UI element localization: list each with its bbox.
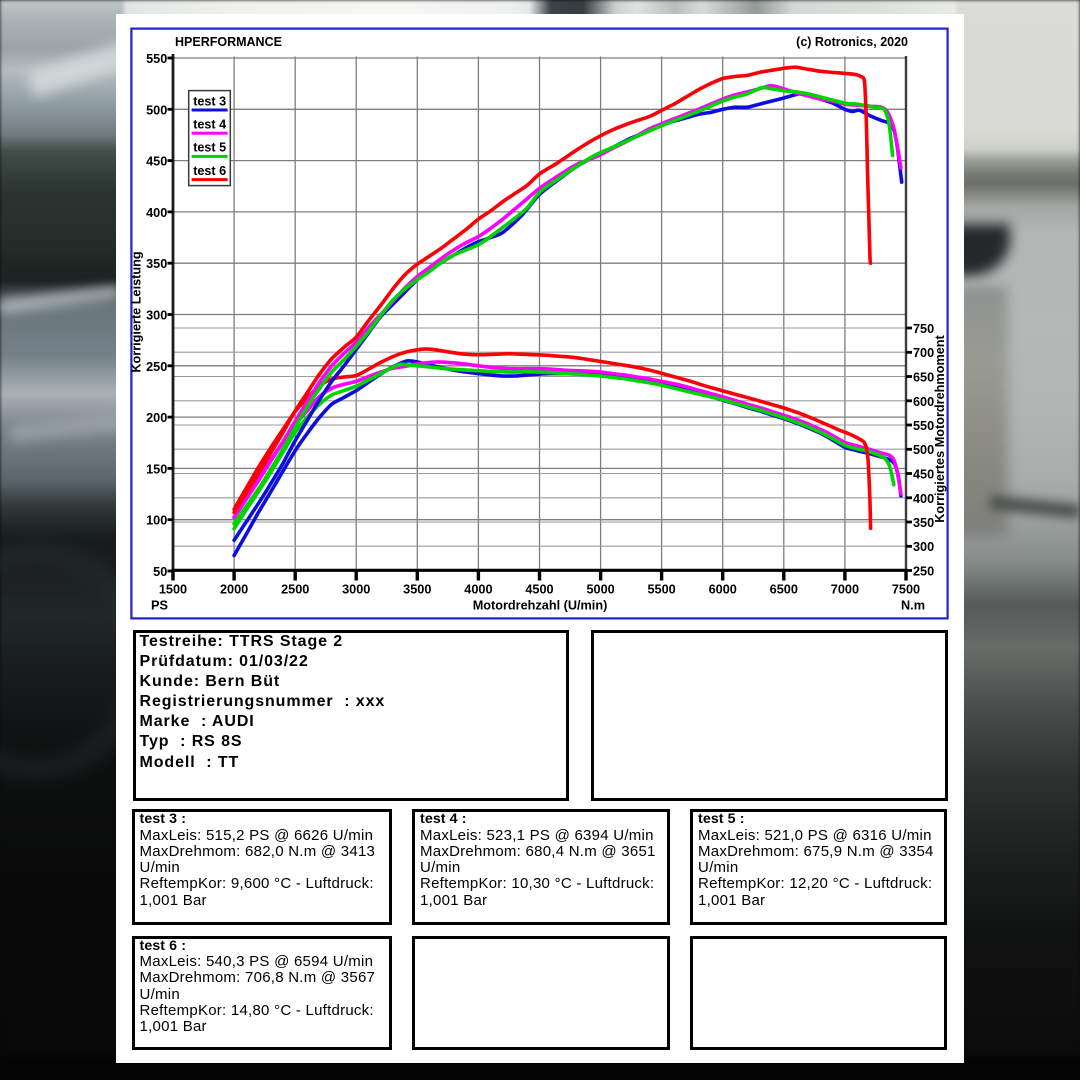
svg-text:650: 650 (913, 371, 934, 385)
svg-text:250: 250 (913, 565, 934, 579)
svg-text:350: 350 (913, 516, 934, 530)
svg-text:(c) Rotronics, 2020: (c) Rotronics, 2020 (796, 35, 908, 49)
svg-text:700: 700 (913, 346, 934, 360)
svg-text:test 6: test 6 (193, 164, 226, 178)
svg-text:3500: 3500 (403, 583, 431, 597)
svg-text:HPERFORMANCE: HPERFORMANCE (175, 35, 282, 49)
svg-text:6000: 6000 (709, 583, 737, 597)
svg-text:2500: 2500 (281, 583, 309, 597)
svg-text:Korrigiertes Motordrehmoment: Korrigiertes Motordrehmoment (933, 334, 947, 522)
svg-text:7500: 7500 (892, 583, 920, 597)
svg-text:450: 450 (913, 468, 934, 482)
svg-text:600: 600 (913, 395, 934, 409)
svg-text:150: 150 (146, 462, 167, 476)
svg-text:2000: 2000 (220, 583, 248, 597)
svg-text:400: 400 (913, 492, 934, 506)
svg-text:PS: PS (151, 599, 168, 613)
svg-text:5000: 5000 (586, 583, 614, 597)
svg-text:test 3: test 3 (193, 94, 226, 108)
svg-text:Korrigierte Leistung: Korrigierte Leistung (129, 251, 143, 372)
svg-text:100: 100 (146, 514, 167, 528)
svg-text:450: 450 (146, 155, 167, 169)
svg-text:5500: 5500 (647, 583, 675, 597)
svg-text:N.m: N.m (901, 599, 925, 613)
svg-text:300: 300 (913, 540, 934, 554)
svg-text:750: 750 (913, 322, 934, 336)
svg-text:4000: 4000 (464, 583, 492, 597)
svg-text:4500: 4500 (525, 583, 553, 597)
svg-text:350: 350 (146, 257, 167, 271)
svg-text:7000: 7000 (831, 583, 859, 597)
svg-text:400: 400 (146, 206, 167, 220)
svg-text:500: 500 (913, 443, 934, 457)
svg-text:200: 200 (146, 411, 167, 425)
svg-text:50: 50 (153, 565, 167, 579)
svg-text:3000: 3000 (342, 583, 370, 597)
svg-text:test 5: test 5 (193, 141, 226, 155)
svg-text:250: 250 (146, 360, 167, 374)
svg-text:550: 550 (146, 52, 167, 66)
svg-text:Motordrehzahl (U/min): Motordrehzahl (U/min) (473, 599, 608, 613)
svg-text:500: 500 (146, 103, 167, 117)
svg-text:1500: 1500 (159, 583, 187, 597)
svg-text:550: 550 (913, 419, 934, 433)
svg-text:300: 300 (146, 309, 167, 323)
svg-text:6500: 6500 (770, 583, 798, 597)
svg-text:test 4: test 4 (193, 118, 226, 132)
